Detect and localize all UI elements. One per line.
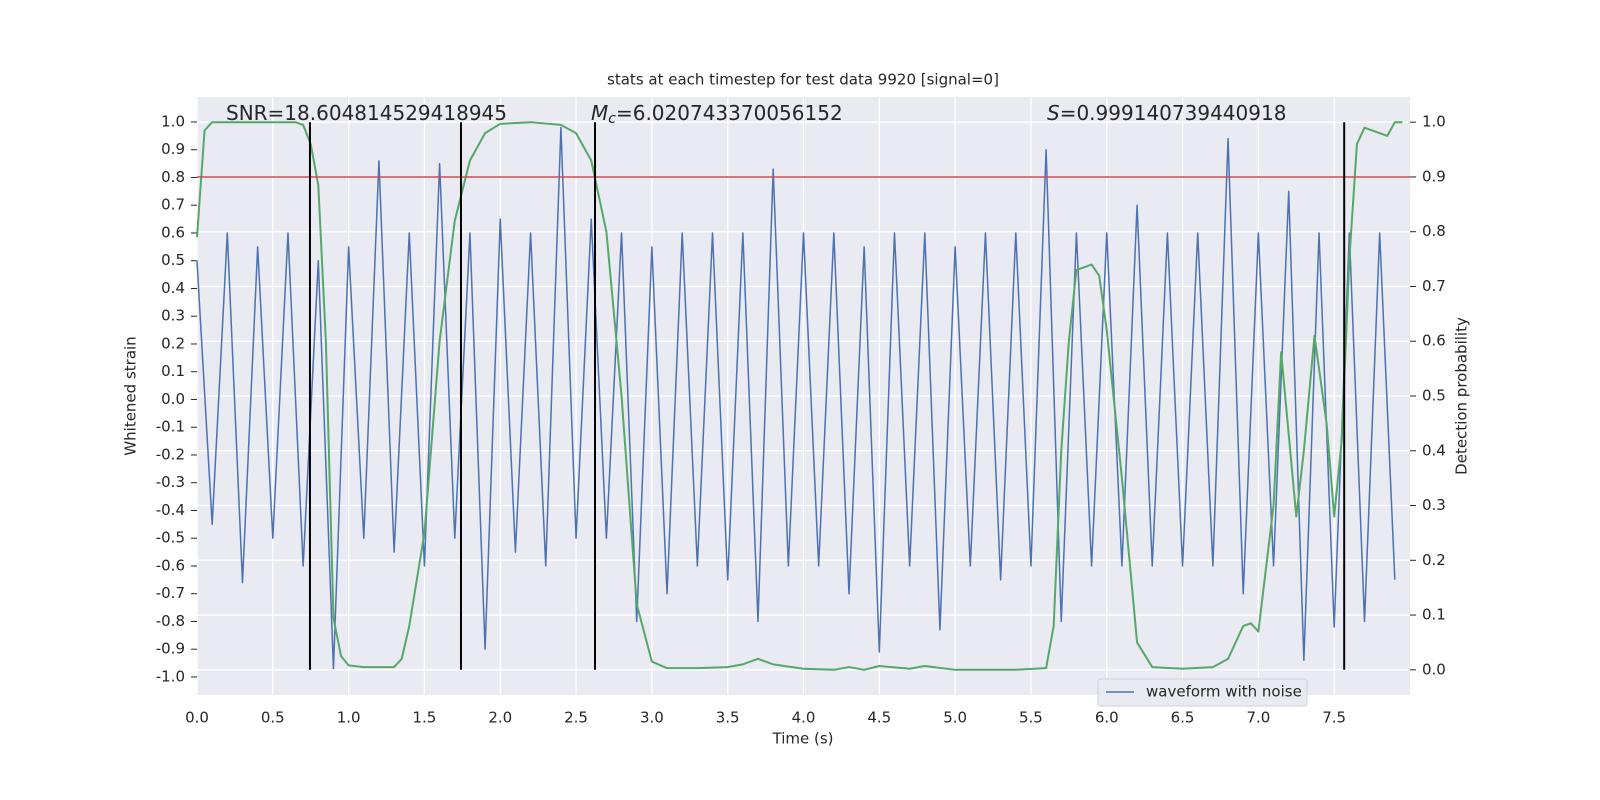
y-tick-label: 1.0 [161, 112, 185, 130]
x-axis-label: Time (s) [772, 730, 834, 748]
x-tick-label: 0.5 [261, 709, 285, 727]
x-tick-label: 7.5 [1322, 709, 1346, 727]
y-tick-label: 0.2 [161, 334, 185, 352]
y-tick-label: 0.9 [161, 140, 185, 158]
y-tick-label: -0.1 [156, 418, 185, 436]
series-line [196, 126, 1396, 670]
annotation-text: SNR=18.604814529418945 [226, 101, 507, 125]
y-tick-label: 0.1 [161, 362, 185, 380]
series-line [196, 121, 1403, 671]
y2-tick-label: 1.0 [1422, 113, 1446, 131]
x-tick-label: 1.0 [337, 709, 361, 727]
y2-tick-label: 0.2 [1422, 551, 1446, 569]
y-tick-label: 0.3 [161, 307, 185, 325]
x-tick-label: 5.0 [943, 709, 967, 727]
y2-tick-label: 0.6 [1422, 332, 1446, 350]
x-tick-label: 7.0 [1246, 709, 1270, 727]
x-tick-label: 2.5 [564, 709, 588, 727]
y-tick-label: -0.4 [156, 501, 185, 519]
y-tick-label: 0.4 [161, 279, 185, 297]
x-tick-label: 6.5 [1171, 709, 1195, 727]
y2-tick-label: 0.5 [1422, 387, 1446, 405]
x-tick-label: 3.0 [640, 709, 664, 727]
y2-axis-label: Detection probability [1453, 317, 1471, 475]
y2-tick-label: 0.3 [1422, 496, 1446, 514]
x-tick-label: 0.0 [185, 709, 209, 727]
annotation-symbol: S [1047, 101, 1060, 125]
chart-title: stats at each timestep for test data 992… [607, 71, 999, 89]
y-tick-label: -0.3 [156, 473, 185, 491]
x-tick-label: 2.0 [488, 709, 512, 727]
annotation-symbol: M [591, 101, 608, 125]
y-tick-label: -0.5 [156, 529, 185, 547]
y-tick-label: -1.0 [156, 667, 185, 685]
legend-label: waveform with noise [1146, 683, 1302, 701]
y-tick-label: -0.7 [156, 584, 185, 602]
x-tick-label: 4.5 [867, 709, 891, 727]
annotation: Mc=6.020743370056152 [591, 101, 843, 128]
legend-box [1097, 678, 1308, 707]
y-tick-label: 0.8 [161, 168, 185, 186]
y2-tick-label: 0.7 [1422, 277, 1446, 295]
x-tick-label: 1.5 [413, 709, 437, 727]
y2-tick-label: 0.4 [1422, 441, 1446, 459]
y-tick-label: -0.6 [156, 556, 185, 574]
x-tick-label: 4.0 [792, 709, 816, 727]
x-tick-label: 6.0 [1095, 709, 1119, 727]
x-tick-label: 3.5 [716, 709, 740, 727]
y2-tick-label: 0.1 [1422, 606, 1446, 624]
x-tick-label: 5.5 [1019, 709, 1043, 727]
y-axis-label: Whitened strain [122, 336, 140, 455]
annotation-subscript: c [608, 111, 616, 127]
y2-tick-label: 0.9 [1422, 167, 1446, 185]
y-tick-label: 0.6 [161, 223, 185, 241]
annotation-text: =6.020743370056152 [616, 101, 843, 125]
y-tick-label: 0.7 [161, 196, 185, 214]
annotation: SNR=18.604814529418945 [226, 101, 507, 125]
y-tick-label: -0.2 [156, 445, 185, 463]
y-tick-label: 0.5 [161, 251, 185, 269]
annotation: S=0.999140739440918 [1047, 101, 1286, 125]
annotation-text: =0.999140739440918 [1060, 101, 1287, 125]
y-tick-label: -0.9 [156, 640, 185, 658]
y-tick-label: 0.0 [161, 390, 185, 408]
y2-tick-label: 0.8 [1422, 222, 1446, 240]
y2-tick-label: 0.0 [1422, 660, 1446, 678]
y-tick-label: -0.8 [156, 612, 185, 630]
